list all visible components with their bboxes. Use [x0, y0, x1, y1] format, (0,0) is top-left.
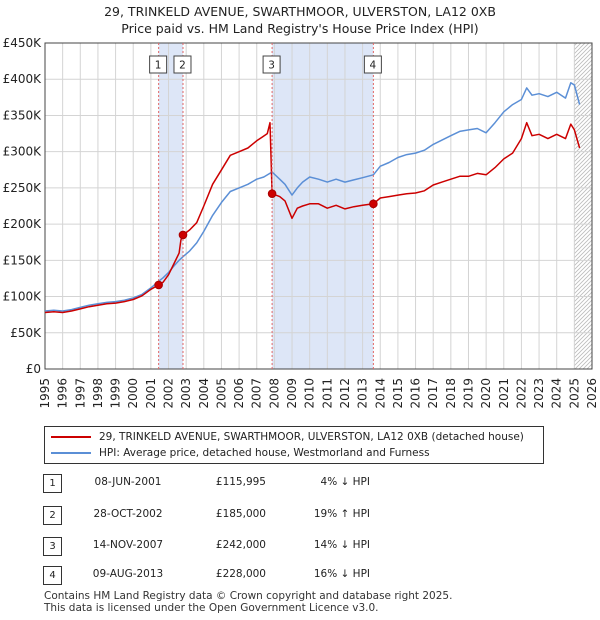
y-tick-label: £0 [26, 362, 41, 376]
series-line-hpi [44, 82, 581, 312]
sale-marker-box [173, 55, 192, 74]
x-tick-label: 1996 [56, 378, 70, 409]
chart-title-line2: Price paid vs. HM Land Registry's House … [121, 21, 479, 36]
transaction-hpi-diff: 16% ↓ HPI [313, 568, 370, 580]
transaction-row: 1 08-JUN-2001 £115,995 4% ↓ HPI [0, 474, 600, 494]
x-tick-label: 2018 [444, 378, 458, 409]
transaction-hpi-diff: 19% ↑ HPI [313, 508, 370, 520]
x-tick-label: 2019 [461, 378, 475, 409]
legend-label-property: 29, TRINKELD AVENUE, SWARTHMOOR, ULVERST… [99, 431, 524, 443]
x-tick-label: 2002 [162, 378, 176, 409]
sale-marker-box [262, 55, 281, 74]
x-tick-label: 2014 [373, 378, 387, 409]
x-tick-label: 2025 [567, 378, 581, 409]
x-tick-label: 2024 [550, 378, 564, 409]
transaction-row: 3 14-NOV-2007 £242,000 14% ↓ HPI [0, 537, 600, 557]
y-tick-label: £400K [3, 72, 43, 86]
sale-point [369, 199, 378, 209]
sale-point [267, 189, 277, 198]
transaction-row: 2 28-OCT-2002 £185,000 19% ↑ HPI [0, 506, 600, 526]
transaction-price: £115,995 [215, 476, 266, 488]
legend-label-hpi: HPI: Average price, detached house, West… [99, 447, 430, 459]
x-tick-label: 2008 [267, 378, 281, 409]
x-tick-label: 2016 [409, 378, 423, 409]
x-tick-label: 2015 [391, 378, 405, 409]
x-tick-label: 2010 [303, 378, 317, 409]
sale-marker-label: 3 [268, 60, 275, 72]
footer-copyright: Contains HM Land Registry data © Crown c… [44, 590, 453, 602]
transaction-price: £185,000 [215, 508, 266, 520]
shaded-period [158, 43, 183, 369]
sale-marker-label: 1 [155, 60, 162, 72]
transaction-date: 08-JUN-2001 [94, 476, 162, 488]
x-tick-label: 2011 [320, 378, 334, 409]
x-tick-label: 2007 [250, 378, 264, 409]
transaction-number: 2 [43, 506, 62, 525]
transaction-number: 3 [43, 537, 62, 556]
sale-marker-label: 4 [370, 60, 377, 72]
transaction-price: £228,000 [215, 568, 266, 580]
sale-point [178, 230, 188, 240]
chart-title: 29, TRINKELD AVENUE, SWARTHMOOR, ULVERST… [0, 3, 600, 37]
x-tick-label: 2003 [179, 378, 193, 409]
transaction-hpi-diff: 4% ↓ HPI [320, 476, 370, 488]
x-tick-label: 2005 [214, 378, 228, 409]
x-tick-label: 2006 [232, 378, 246, 409]
transaction-number: 1 [43, 474, 62, 493]
legend-swatch-property [51, 436, 91, 438]
x-tick-label: 2017 [426, 378, 440, 409]
sale-point [154, 280, 163, 290]
y-tick-label: £200K [3, 217, 43, 231]
x-tick-label: 1997 [73, 378, 87, 409]
x-tick-label: 1995 [38, 378, 52, 409]
y-tick-label: £250K [3, 181, 43, 195]
transaction-price: £242,000 [215, 539, 266, 551]
x-tick-label: 2013 [356, 378, 370, 409]
y-tick-label: £50K [10, 326, 42, 340]
x-tick-label: 2020 [479, 378, 493, 409]
sale-marker-label: 2 [179, 60, 186, 72]
legend-swatch-hpi [51, 452, 91, 454]
transaction-number: 4 [43, 566, 62, 585]
transaction-row: 4 09-AUG-2013 £228,000 16% ↓ HPI [0, 566, 600, 586]
y-tick-label: £100K [3, 290, 43, 304]
x-tick-label: 2012 [338, 378, 352, 409]
footer-licence: This data is licensed under the Open Gov… [44, 602, 379, 614]
x-tick-label: 2004 [197, 378, 211, 409]
price-chart: 1 2 3 4 £0 £50K £100K £150K £200K £250K £300K £350… [3, 36, 599, 409]
plot-frame [44, 42, 593, 370]
y-tick-label: £150K [3, 253, 43, 267]
sale-marker-box [363, 55, 382, 74]
x-tick-label: 2021 [497, 378, 511, 409]
chart-legend: 29, TRINKELD AVENUE, SWARTHMOOR, ULVERST… [44, 426, 544, 464]
x-tick-label: 2023 [532, 378, 546, 409]
forecast-hatch [574, 43, 592, 369]
transaction-date: 14-NOV-2007 [92, 539, 164, 551]
x-tick-label: 2000 [126, 378, 140, 409]
series-line-property [44, 121, 581, 314]
transaction-date: 09-AUG-2013 [92, 568, 164, 580]
footer: Contains HM Land Registry data © Crown c… [44, 590, 452, 614]
y-tick-label: £350K [3, 108, 43, 122]
transaction-hpi-diff: 14% ↓ HPI [313, 539, 370, 551]
y-tick-label: £450K [3, 36, 43, 50]
x-tick-label: 2001 [144, 378, 158, 409]
chart-title-line1: 29, TRINKELD AVENUE, SWARTHMOOR, ULVERST… [104, 4, 496, 19]
y-tick-label: £300K [3, 145, 43, 159]
x-tick-label: 2022 [514, 378, 528, 409]
sale-marker-box [149, 55, 168, 74]
transaction-date: 28-OCT-2002 [93, 508, 163, 520]
x-tick-label: 1999 [109, 378, 123, 409]
x-tick-label: 2026 [585, 378, 599, 409]
x-tick-label: 1998 [91, 378, 105, 409]
x-tick-label: 2009 [285, 378, 299, 409]
